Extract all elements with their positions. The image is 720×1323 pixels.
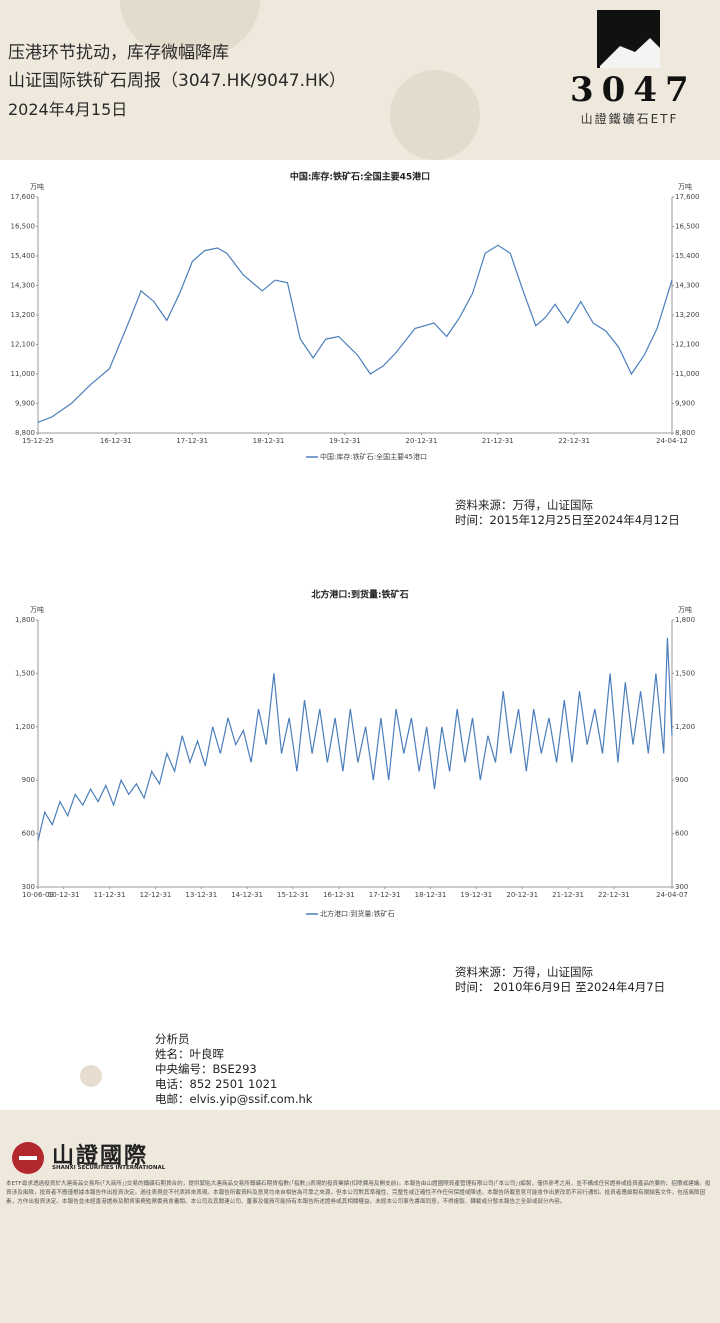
y2-tick-label: 8,800 [675, 429, 695, 437]
y2-tick-label: 12,100 [675, 341, 700, 349]
source: 资料来源：万得，山证国际 时间： 2010年6月9日 至2024年4月7日 [455, 965, 665, 995]
y2-tick-label: 1,200 [675, 723, 695, 731]
y2-tick-label: 17,600 [675, 193, 700, 201]
line-series [37, 637, 673, 841]
y-tick-label: 17,600 [11, 193, 36, 201]
x-tick-label: 14-12-31 [231, 891, 263, 899]
analyst-heading: 分析员 [155, 1032, 190, 1046]
y-tick-label: 13,200 [11, 311, 36, 319]
x-tick-label: 19-12-31 [329, 437, 361, 445]
footer-band [0, 1110, 720, 1323]
y2-tick-label: 16,500 [675, 223, 700, 231]
y-tick-label: 300 [22, 883, 35, 891]
x-tick-label: 17-12-31 [176, 437, 208, 445]
brand-icon [12, 1142, 44, 1174]
x-tick-label: 20-12-31 [506, 891, 538, 899]
y-tick-label: 16,500 [11, 223, 36, 231]
y-tick-label: 900 [22, 776, 35, 784]
analyst-code: 中央编号：BSE293 [155, 1062, 257, 1076]
source-text: 资料来源：万得，山证国际 [455, 965, 593, 979]
y2-tick-label: 600 [675, 830, 688, 838]
y-tick-label: 9,900 [15, 400, 35, 408]
x-tick-label: 16-12-31 [100, 437, 132, 445]
logo-image [597, 10, 660, 68]
x-tick-label: 10-12-31 [48, 891, 80, 899]
y-tick-label: 14,300 [11, 282, 36, 290]
y-tick-label: 15,400 [11, 252, 36, 260]
x-tick-label: 11-12-31 [94, 891, 126, 899]
analyst-name: 姓名：叶良晖 [155, 1047, 224, 1061]
x-tick-label: 12-12-31 [140, 891, 172, 899]
chart-title: 中国:库存:铁矿石:全国主要45港口 [290, 171, 430, 183]
x-tick-label: 24-04-12 [656, 437, 688, 445]
x-tick-label: 22-12-31 [598, 891, 630, 899]
x-tick-label: 13-12-31 [185, 891, 217, 899]
y-tick-label: 600 [22, 830, 35, 838]
x-tick-label: 21-12-31 [482, 437, 514, 445]
period-text: 时间：2015年12月25日至2024年4月12日 [455, 513, 680, 527]
y-unit: 万吨 [30, 182, 44, 191]
source-text: 资料来源：万得，山证国际 [455, 498, 593, 512]
decor [80, 1065, 102, 1087]
y-tick-label: 11,000 [11, 370, 36, 378]
subtitle: 山证国际铁矿石周报（3047.HK/9047.HK） [8, 71, 346, 91]
x-tick-label: 15-12-25 [22, 437, 54, 445]
y-unit: 万吨 [30, 605, 44, 614]
x-tick-label: 17-12-31 [369, 891, 401, 899]
y2-tick-label: 300 [675, 883, 688, 891]
x-tick-label: 19-12-31 [460, 891, 492, 899]
y2-tick-label: 900 [675, 776, 688, 784]
y-tick-label: 1,200 [15, 723, 35, 731]
date: 2024年4月15日 [8, 100, 128, 119]
legend-label: 北方港口:到货量:铁矿石 [320, 909, 395, 918]
logo-code: 3047 [570, 70, 697, 110]
chart-title: 北方港口:到货量:铁矿石 [311, 589, 408, 601]
y2-tick-label: 15,400 [675, 252, 700, 260]
brand: 山證國際 [52, 1144, 149, 1169]
source: 资料来源：万得，山证国际 时间：2015年12月25日至2024年4月12日 [455, 498, 680, 528]
line-series [37, 244, 673, 423]
x-tick-label: 15-12-31 [277, 891, 309, 899]
x-tick-label: 24-04-07 [656, 891, 688, 899]
analyst-phone: 电话：852 2501 1021 [155, 1077, 278, 1091]
analyst: 分析员 姓名：叶良晖 中央编号：BSE293 电话：852 2501 1021 … [155, 1032, 312, 1107]
x-tick-label: 18-12-31 [253, 437, 285, 445]
title: 压港环节扰动，库存微幅降库 [8, 43, 229, 63]
disclaimer: 本ETF尋求透過投資於大連商品交易所(「大商所」)交易的鐵礦石期貨合約，提供緊貼… [6, 1181, 711, 1205]
period-text: 时间： 2010年6月9日 至2024年4月7日 [455, 980, 666, 994]
x-tick-label: 21-12-31 [552, 891, 584, 899]
brand-en: SHANXI SECURITIES INTERNATIONAL [52, 1165, 166, 1171]
y2-tick-label: 1,800 [675, 616, 695, 624]
y-tick-label: 1,500 [15, 669, 35, 677]
y2-tick-label: 9,900 [675, 400, 695, 408]
x-tick-label: 10-06-09 [22, 891, 54, 899]
legend-label: 中国:库存:铁矿石:全国主要45港口 [320, 452, 427, 461]
analyst-email: 电邮：elvis.yip@ssif.com.hk [155, 1092, 313, 1106]
y2-tick-label: 13,200 [675, 311, 700, 319]
x-tick-label: 22-12-31 [558, 437, 590, 445]
y2-tick-label: 14,300 [675, 282, 700, 290]
y-tick-label: 8,800 [15, 429, 35, 437]
y-tick-label: 12,100 [11, 341, 36, 349]
x-tick-label: 18-12-31 [415, 891, 447, 899]
y2-tick-label: 11,000 [675, 370, 700, 378]
logo-name: 山證鐵礦石ETF [580, 112, 679, 126]
decor [390, 70, 480, 160]
y-tick-label: 1,800 [15, 616, 35, 624]
x-tick-label: 16-12-31 [323, 891, 355, 899]
y-unit: 万吨 [678, 605, 692, 614]
x-tick-label: 20-12-31 [406, 437, 438, 445]
y2-tick-label: 1,500 [675, 669, 695, 677]
y-unit: 万吨 [678, 182, 692, 191]
